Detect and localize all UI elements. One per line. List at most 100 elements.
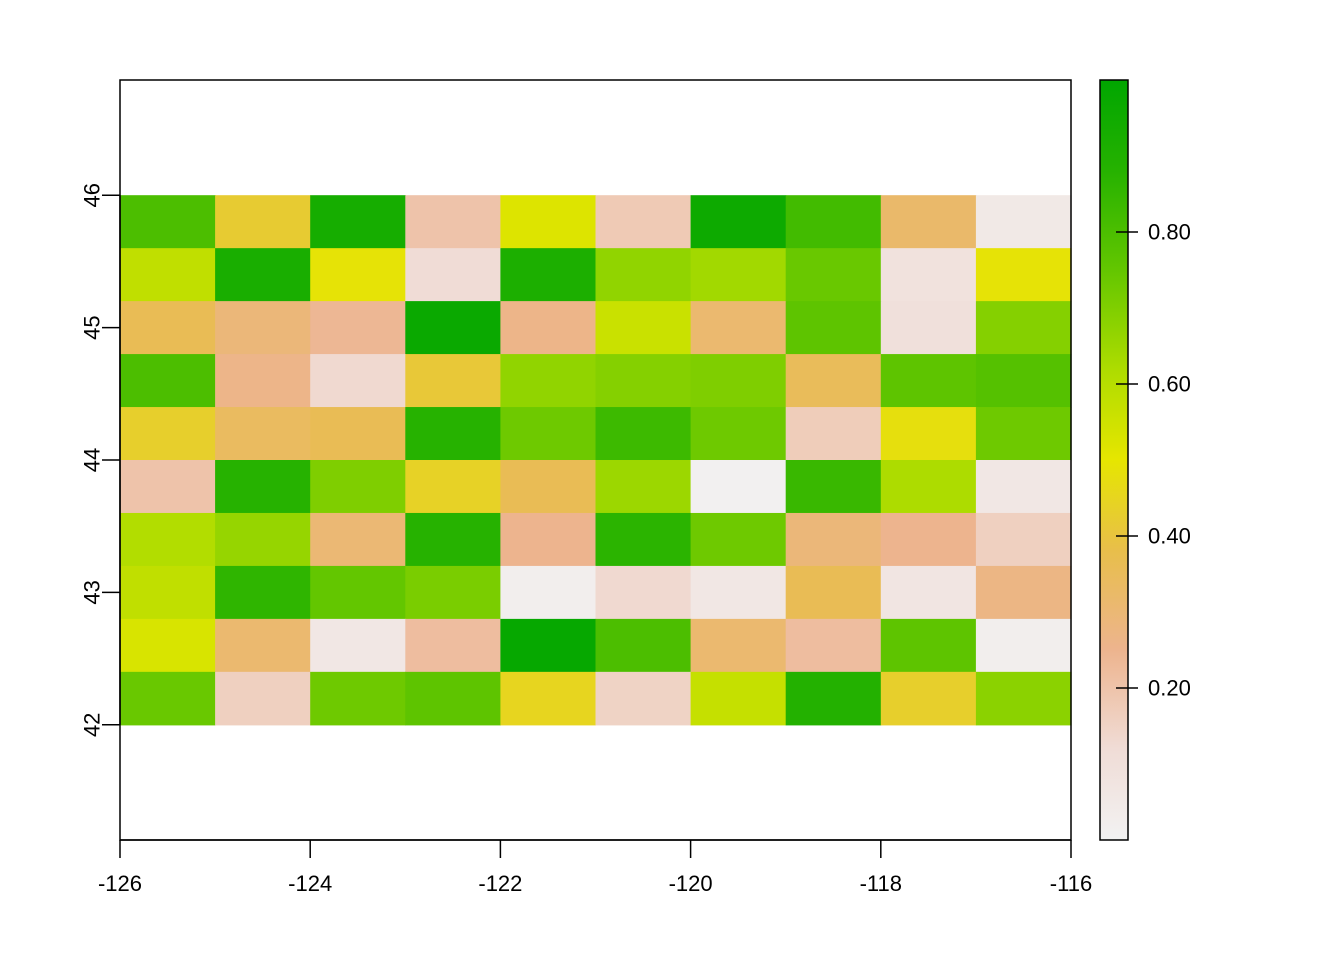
- raster-cell: [880, 618, 977, 673]
- raster-cell: [500, 460, 597, 514]
- raster-cell: [500, 671, 597, 726]
- raster-cells: [120, 195, 1072, 726]
- raster-cell: [215, 618, 311, 673]
- y-tick-label: 43: [80, 580, 105, 604]
- y-axis: 42 43 44 45 46: [80, 183, 121, 737]
- raster-cell: [215, 407, 311, 461]
- raster-cell: [880, 671, 977, 726]
- legend-tick-label: 0.60: [1148, 372, 1191, 397]
- raster-cell: [595, 407, 692, 461]
- raster-cell: [215, 195, 311, 249]
- raster-cell: [975, 354, 1072, 408]
- raster-cell: [975, 618, 1072, 673]
- raster-cell: [880, 565, 977, 620]
- raster-cell: [310, 512, 406, 567]
- raster-cell: [785, 407, 882, 461]
- color-legend: 0.20 0.40 0.60 0.80: [1099, 79, 1191, 841]
- raster-cell: [120, 354, 216, 408]
- raster-cell: [785, 301, 882, 355]
- raster-cell: [405, 248, 501, 302]
- raster-cell: [690, 248, 787, 302]
- raster-cell: [215, 671, 311, 726]
- raster-cell: [595, 565, 692, 620]
- raster-cell: [310, 354, 406, 408]
- raster-cell: [595, 195, 692, 249]
- raster-cell: [595, 248, 692, 302]
- raster-cell: [405, 354, 501, 408]
- raster-cell: [120, 460, 216, 514]
- raster-cell: [690, 407, 787, 461]
- raster-cell: [120, 512, 216, 567]
- raster-cell: [120, 248, 216, 302]
- raster-cell: [880, 407, 977, 461]
- raster-cell: [880, 195, 977, 249]
- raster-cell: [690, 565, 787, 620]
- raster-cell: [500, 618, 597, 673]
- raster-cell: [500, 248, 597, 302]
- y-tick-label: 44: [80, 448, 105, 472]
- y-tick-label: 42: [80, 713, 105, 737]
- raster-cell: [785, 671, 882, 726]
- raster-cell: [310, 248, 406, 302]
- raster-cell: [120, 195, 216, 249]
- legend-colorbar: [1099, 79, 1129, 841]
- raster-cell: [120, 565, 216, 620]
- raster-cell: [690, 301, 787, 355]
- raster-cell: [500, 195, 597, 249]
- raster-cell: [595, 512, 692, 567]
- y-tick-label: 46: [80, 183, 105, 207]
- raster-cell: [975, 512, 1072, 567]
- raster-cell: [975, 301, 1072, 355]
- raster-cell: [690, 618, 787, 673]
- raster-cell: [310, 618, 406, 673]
- raster-cell: [405, 512, 501, 567]
- raster-cell: [975, 671, 1072, 726]
- raster-cell: [405, 460, 501, 514]
- raster-cell: [690, 671, 787, 726]
- raster-cell: [880, 512, 977, 567]
- raster-cell: [405, 301, 501, 355]
- x-tick-label: -116: [1050, 871, 1092, 896]
- raster-cell: [690, 354, 787, 408]
- raster-cell: [785, 565, 882, 620]
- raster-cell: [310, 460, 406, 514]
- legend-tick-label: 0.20: [1148, 676, 1191, 701]
- x-tick-label: -122: [478, 871, 522, 896]
- legend-tick-label: 0.80: [1148, 220, 1191, 245]
- raster-cell: [310, 565, 406, 620]
- raster-cell: [310, 195, 406, 249]
- legend-tick-label: 0.40: [1148, 524, 1191, 549]
- raster-cell: [785, 460, 882, 514]
- raster-cell: [880, 460, 977, 514]
- raster-cell: [405, 407, 501, 461]
- raster-cell: [310, 671, 406, 726]
- raster-cell: [500, 565, 597, 620]
- raster-cell: [500, 354, 597, 408]
- raster-cell: [975, 460, 1072, 514]
- raster-cell: [120, 618, 216, 673]
- raster-cell: [595, 618, 692, 673]
- raster-cell: [880, 301, 977, 355]
- raster-cell: [215, 301, 311, 355]
- raster-cell: [975, 195, 1072, 249]
- raster-cell: [405, 671, 501, 726]
- raster-cell: [120, 407, 216, 461]
- raster-cell: [405, 618, 501, 673]
- x-tick-label: -120: [669, 871, 713, 896]
- raster-cell: [785, 354, 882, 408]
- raster-cell: [595, 354, 692, 408]
- raster-cell: [690, 512, 787, 567]
- raster-cell: [785, 512, 882, 567]
- raster-cell: [785, 195, 882, 249]
- raster-cell: [405, 565, 501, 620]
- y-tick-label: 45: [80, 315, 105, 339]
- raster-cell: [690, 195, 787, 249]
- x-tick-label: -118: [860, 871, 902, 896]
- raster-cell: [120, 671, 216, 726]
- legend-ticks: 0.20 0.40 0.60 0.80: [1116, 220, 1191, 701]
- raster-cell: [880, 354, 977, 408]
- raster-cell: [500, 512, 597, 567]
- raster-cell: [120, 301, 216, 355]
- raster-cell: [975, 407, 1072, 461]
